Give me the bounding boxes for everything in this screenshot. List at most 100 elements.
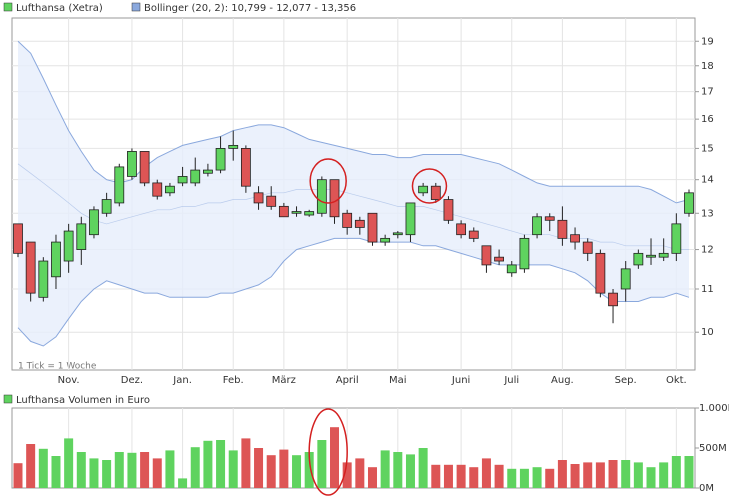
volume-bar bbox=[621, 460, 631, 488]
y-tick-label: 10 bbox=[701, 327, 714, 338]
candle-body bbox=[76, 223, 87, 250]
volume-bar bbox=[646, 467, 656, 488]
volume-bar bbox=[190, 447, 200, 488]
candle-body bbox=[430, 185, 441, 200]
volume-bar bbox=[633, 462, 643, 488]
candle-body bbox=[380, 237, 391, 243]
candle-body bbox=[101, 199, 112, 214]
x-tick-label: Jan. bbox=[172, 375, 192, 386]
candle-body bbox=[582, 241, 593, 254]
annotation: 1 Tick = 1 Woche bbox=[18, 362, 97, 372]
legend-swatch bbox=[3, 2, 13, 12]
volume-bar bbox=[418, 448, 428, 488]
volume-bar bbox=[494, 464, 504, 488]
candle-body bbox=[671, 223, 682, 254]
x-tick-label: Sep. bbox=[615, 375, 637, 386]
candle-body bbox=[89, 209, 99, 236]
volume-bar bbox=[64, 438, 74, 488]
candle-body bbox=[190, 169, 201, 184]
x-tick-label: Juni bbox=[451, 375, 470, 386]
highlight bbox=[308, 408, 348, 496]
candle-body bbox=[481, 245, 492, 266]
y-tick-label: 15 bbox=[701, 143, 714, 154]
y-tick-label: 19 bbox=[701, 36, 714, 47]
candle-body bbox=[165, 185, 175, 194]
candle-body bbox=[519, 237, 530, 270]
volume-bar bbox=[127, 452, 137, 488]
volume-bar bbox=[330, 427, 340, 488]
volume-bar bbox=[203, 440, 213, 488]
volume-bar bbox=[38, 448, 48, 488]
volume-bar bbox=[165, 450, 175, 488]
candle-body bbox=[684, 192, 694, 214]
legend-swatch bbox=[131, 2, 141, 12]
volume-bar bbox=[178, 478, 188, 488]
candle-body bbox=[228, 144, 239, 149]
volume-plot bbox=[11, 407, 696, 489]
volume-bar bbox=[266, 455, 276, 488]
volume-bar bbox=[659, 462, 669, 488]
volume-bar bbox=[570, 464, 580, 488]
candle-body bbox=[456, 223, 467, 236]
band-area bbox=[18, 41, 689, 347]
candle-body bbox=[443, 199, 454, 221]
volume-bar bbox=[279, 449, 289, 488]
candle-body bbox=[329, 179, 340, 218]
volume-bar bbox=[595, 462, 605, 488]
volume-title: Lufthansa Volumen in Euro bbox=[16, 395, 150, 406]
volume-bar bbox=[507, 468, 517, 488]
candle-body bbox=[646, 254, 656, 258]
y-tick-label: 18 bbox=[701, 61, 714, 72]
volume-bar bbox=[13, 463, 23, 488]
volume-bar bbox=[532, 467, 542, 488]
candle-body bbox=[658, 252, 669, 258]
y-tick-label: 17 bbox=[701, 87, 714, 98]
candle-body bbox=[532, 216, 542, 236]
legend-label: Lufthansa (Xetra) bbox=[16, 3, 103, 14]
volume-bar bbox=[254, 448, 264, 488]
x-tick-label: Nov. bbox=[58, 375, 80, 386]
volume-bar bbox=[405, 454, 415, 488]
candle-body bbox=[152, 182, 163, 197]
volume-bar bbox=[102, 460, 112, 488]
volume-bar bbox=[684, 456, 694, 488]
candle-body bbox=[342, 212, 353, 228]
volume-bar bbox=[469, 467, 479, 488]
highlight bbox=[411, 168, 448, 204]
volume-bar bbox=[456, 464, 466, 488]
candle-body bbox=[291, 211, 302, 214]
volume-bar bbox=[89, 458, 99, 488]
candle-body bbox=[620, 268, 631, 290]
x-tick-label: Juli bbox=[503, 375, 519, 386]
x-tick-label: März bbox=[272, 375, 296, 386]
volume-bar bbox=[26, 444, 36, 488]
volume-bar bbox=[51, 456, 61, 488]
x-tick-label: Feb. bbox=[223, 375, 244, 386]
y-tick-label: 14 bbox=[701, 175, 714, 186]
candle-body bbox=[557, 219, 568, 239]
candle-body bbox=[468, 230, 479, 239]
volume-bar bbox=[140, 452, 150, 488]
candle-body bbox=[392, 232, 403, 236]
volume-bar bbox=[608, 460, 618, 488]
y-tick-label: 16 bbox=[701, 114, 714, 125]
candle-body bbox=[595, 252, 606, 294]
candle-body bbox=[51, 241, 61, 278]
volume-bar bbox=[393, 452, 403, 488]
candle-body bbox=[494, 256, 504, 262]
band-upper bbox=[17, 40, 690, 204]
volume-bar bbox=[216, 440, 226, 488]
volume-bar bbox=[557, 460, 567, 488]
x-tick-label: Dez. bbox=[121, 375, 143, 386]
candle-body bbox=[354, 219, 365, 228]
legend-label: Bollinger (20, 2): 10,799 - 12,077 - 13,… bbox=[144, 3, 356, 14]
x-tick-label: April bbox=[336, 375, 359, 386]
volume-bar bbox=[241, 438, 251, 488]
y-tick-label: 11 bbox=[701, 284, 714, 295]
candle-body bbox=[608, 292, 618, 307]
candle-body bbox=[177, 176, 188, 184]
candle-body bbox=[367, 212, 378, 243]
candle-body bbox=[63, 230, 74, 262]
highlight bbox=[309, 158, 347, 204]
volume-bar bbox=[114, 452, 124, 488]
